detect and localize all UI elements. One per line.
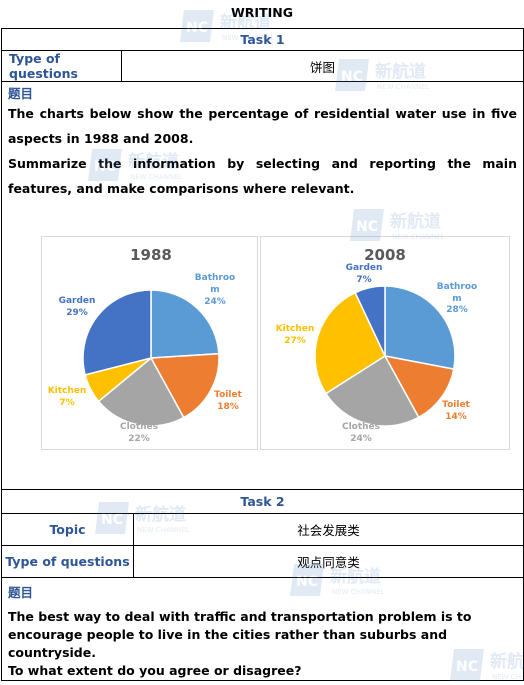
task2-question-cell: 题目 The best way to deal with traffic and… [1, 577, 524, 681]
task1-question-line1: The charts below show the percentage of … [8, 106, 517, 146]
task2-table: Task 2 Topic 社会发展类 Type of questions 观点同… [1, 489, 524, 681]
slice-label-bathroom: m [210, 285, 219, 295]
task2-topic-label: Topic [1, 513, 134, 546]
pie-chart-1988: 1988 Bathroo m 24% Toilet 18% Clothes 22% Kitche… [48, 246, 243, 444]
slice-value-clothes: 24% [350, 434, 372, 444]
slice-value-garden: 29% [66, 308, 88, 318]
pie-slice-bathroom [384, 285, 456, 370]
pie-slice-garden [82, 289, 152, 376]
chart-2008-box: 2008 Bathroo m 28% Toilet 14% Clothes 24% Kitche… [260, 236, 510, 450]
slice-label-clothes: Clothes [342, 422, 380, 432]
slice-value-garden: 7% [356, 275, 371, 285]
slice-label-clothes: Clothes [120, 422, 158, 432]
task1-type-value: 饼图 [121, 50, 524, 82]
task1-question-line2: Summarize the information by selecting a… [8, 156, 517, 196]
pie-slice-clothes [324, 354, 420, 427]
slice-label-garden: Garden [346, 263, 383, 273]
slice-label-kitchen: Kitchen [48, 386, 87, 396]
slice-value-kitchen: 7% [59, 398, 74, 408]
pie-slice-kitchen [314, 291, 386, 395]
slice-label-toilet: Toilet [442, 400, 470, 410]
task2-question-label: 题目 [8, 585, 34, 600]
chart-1988-box: 1988 Bathroo m 24% Toilet 18% Clothes 22% Kitche… [41, 236, 258, 450]
pie-slice-toilet [149, 352, 220, 419]
chart-title: 1988 [130, 246, 172, 264]
pie-chart-2008: 2008 Bathroo m28% Toilet 14% Clothes 24% Kitche… [276, 246, 478, 444]
slice-label-garden: Garden [59, 296, 96, 306]
task1-question-label: 题目 [8, 86, 34, 101]
pie-slice-garden [354, 285, 386, 357]
task1-header: Task 1 [1, 28, 524, 51]
task2-type-label: Type of questions [1, 545, 134, 578]
slice-value-bathroom: 28% [446, 305, 468, 315]
pie-slice-clothes [97, 356, 185, 427]
slice-label-bathroom: Bathroo [195, 273, 235, 283]
page-title: WRITING [231, 5, 293, 20]
task2-topic-value: 社会发展类 [133, 513, 524, 546]
pie-slice-toilet [383, 354, 455, 419]
slice-value-toilet: 18% [217, 402, 239, 412]
task2-question-line1: The best way to deal with traffic and tr… [8, 609, 472, 660]
slice-label-toilet: Toilet [214, 390, 242, 400]
slice-value-clothes: 22% [128, 434, 150, 444]
task1-type-label: Type of questions [1, 50, 122, 82]
task2-type-value: 观点同意类 [133, 545, 524, 578]
slice-value-kitchen: 27% [284, 336, 306, 346]
task2-question-line2: To what extent do you agree or disagree? [8, 663, 302, 678]
slice-value-toilet: 14% [445, 412, 467, 422]
slice-label-bathroom: Bathroo [437, 282, 477, 292]
pie-slice-bathroom [150, 289, 220, 359]
chart-title: 2008 [364, 246, 406, 264]
slice-label-bathroom: m [452, 294, 461, 304]
task2-header: Task 2 [1, 489, 524, 514]
slice-value-bathroom: 24% [204, 297, 226, 307]
slice-label-kitchen: Kitchen [276, 324, 315, 334]
